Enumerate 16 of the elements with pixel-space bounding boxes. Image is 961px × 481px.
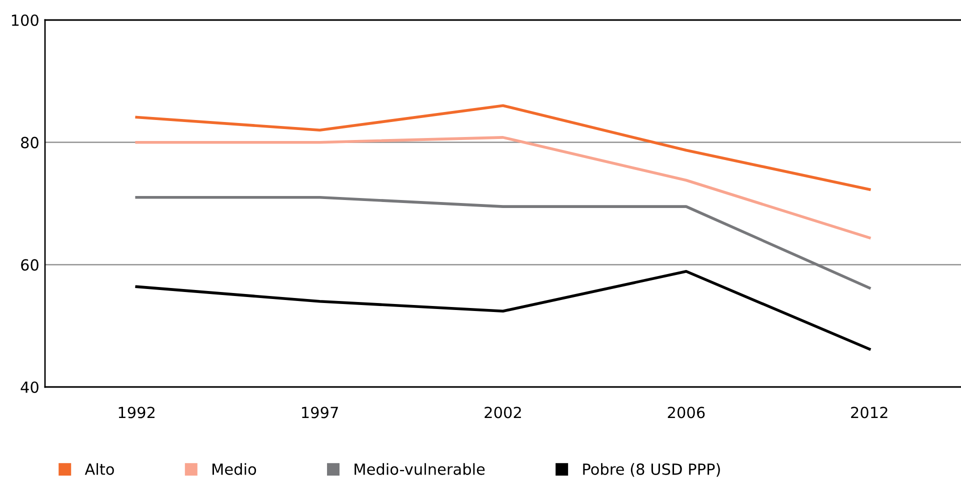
legend-label: Medio	[212, 463, 256, 475]
y-tick-label: 60	[21, 259, 38, 271]
x-tick-label: 1997	[302, 406, 338, 418]
line-series	[135, 136, 871, 240]
x-tick-label: 1992	[118, 406, 155, 418]
legend-label: Alto	[84, 463, 114, 475]
line-series	[135, 270, 871, 350]
line-series	[135, 104, 871, 191]
y-tick-label: 80	[21, 136, 38, 148]
x-tick-label: 2012	[851, 406, 888, 418]
legend-label: Medio-vulnerable	[354, 463, 485, 475]
y-tick-label: 40	[20, 381, 38, 394]
y-tick-label: 100	[12, 14, 38, 26]
legend-label: Pobre (8 USD PPP)	[583, 463, 720, 477]
x-tick-label: 2006	[668, 406, 705, 418]
x-tick-label: 2002	[484, 406, 521, 418]
